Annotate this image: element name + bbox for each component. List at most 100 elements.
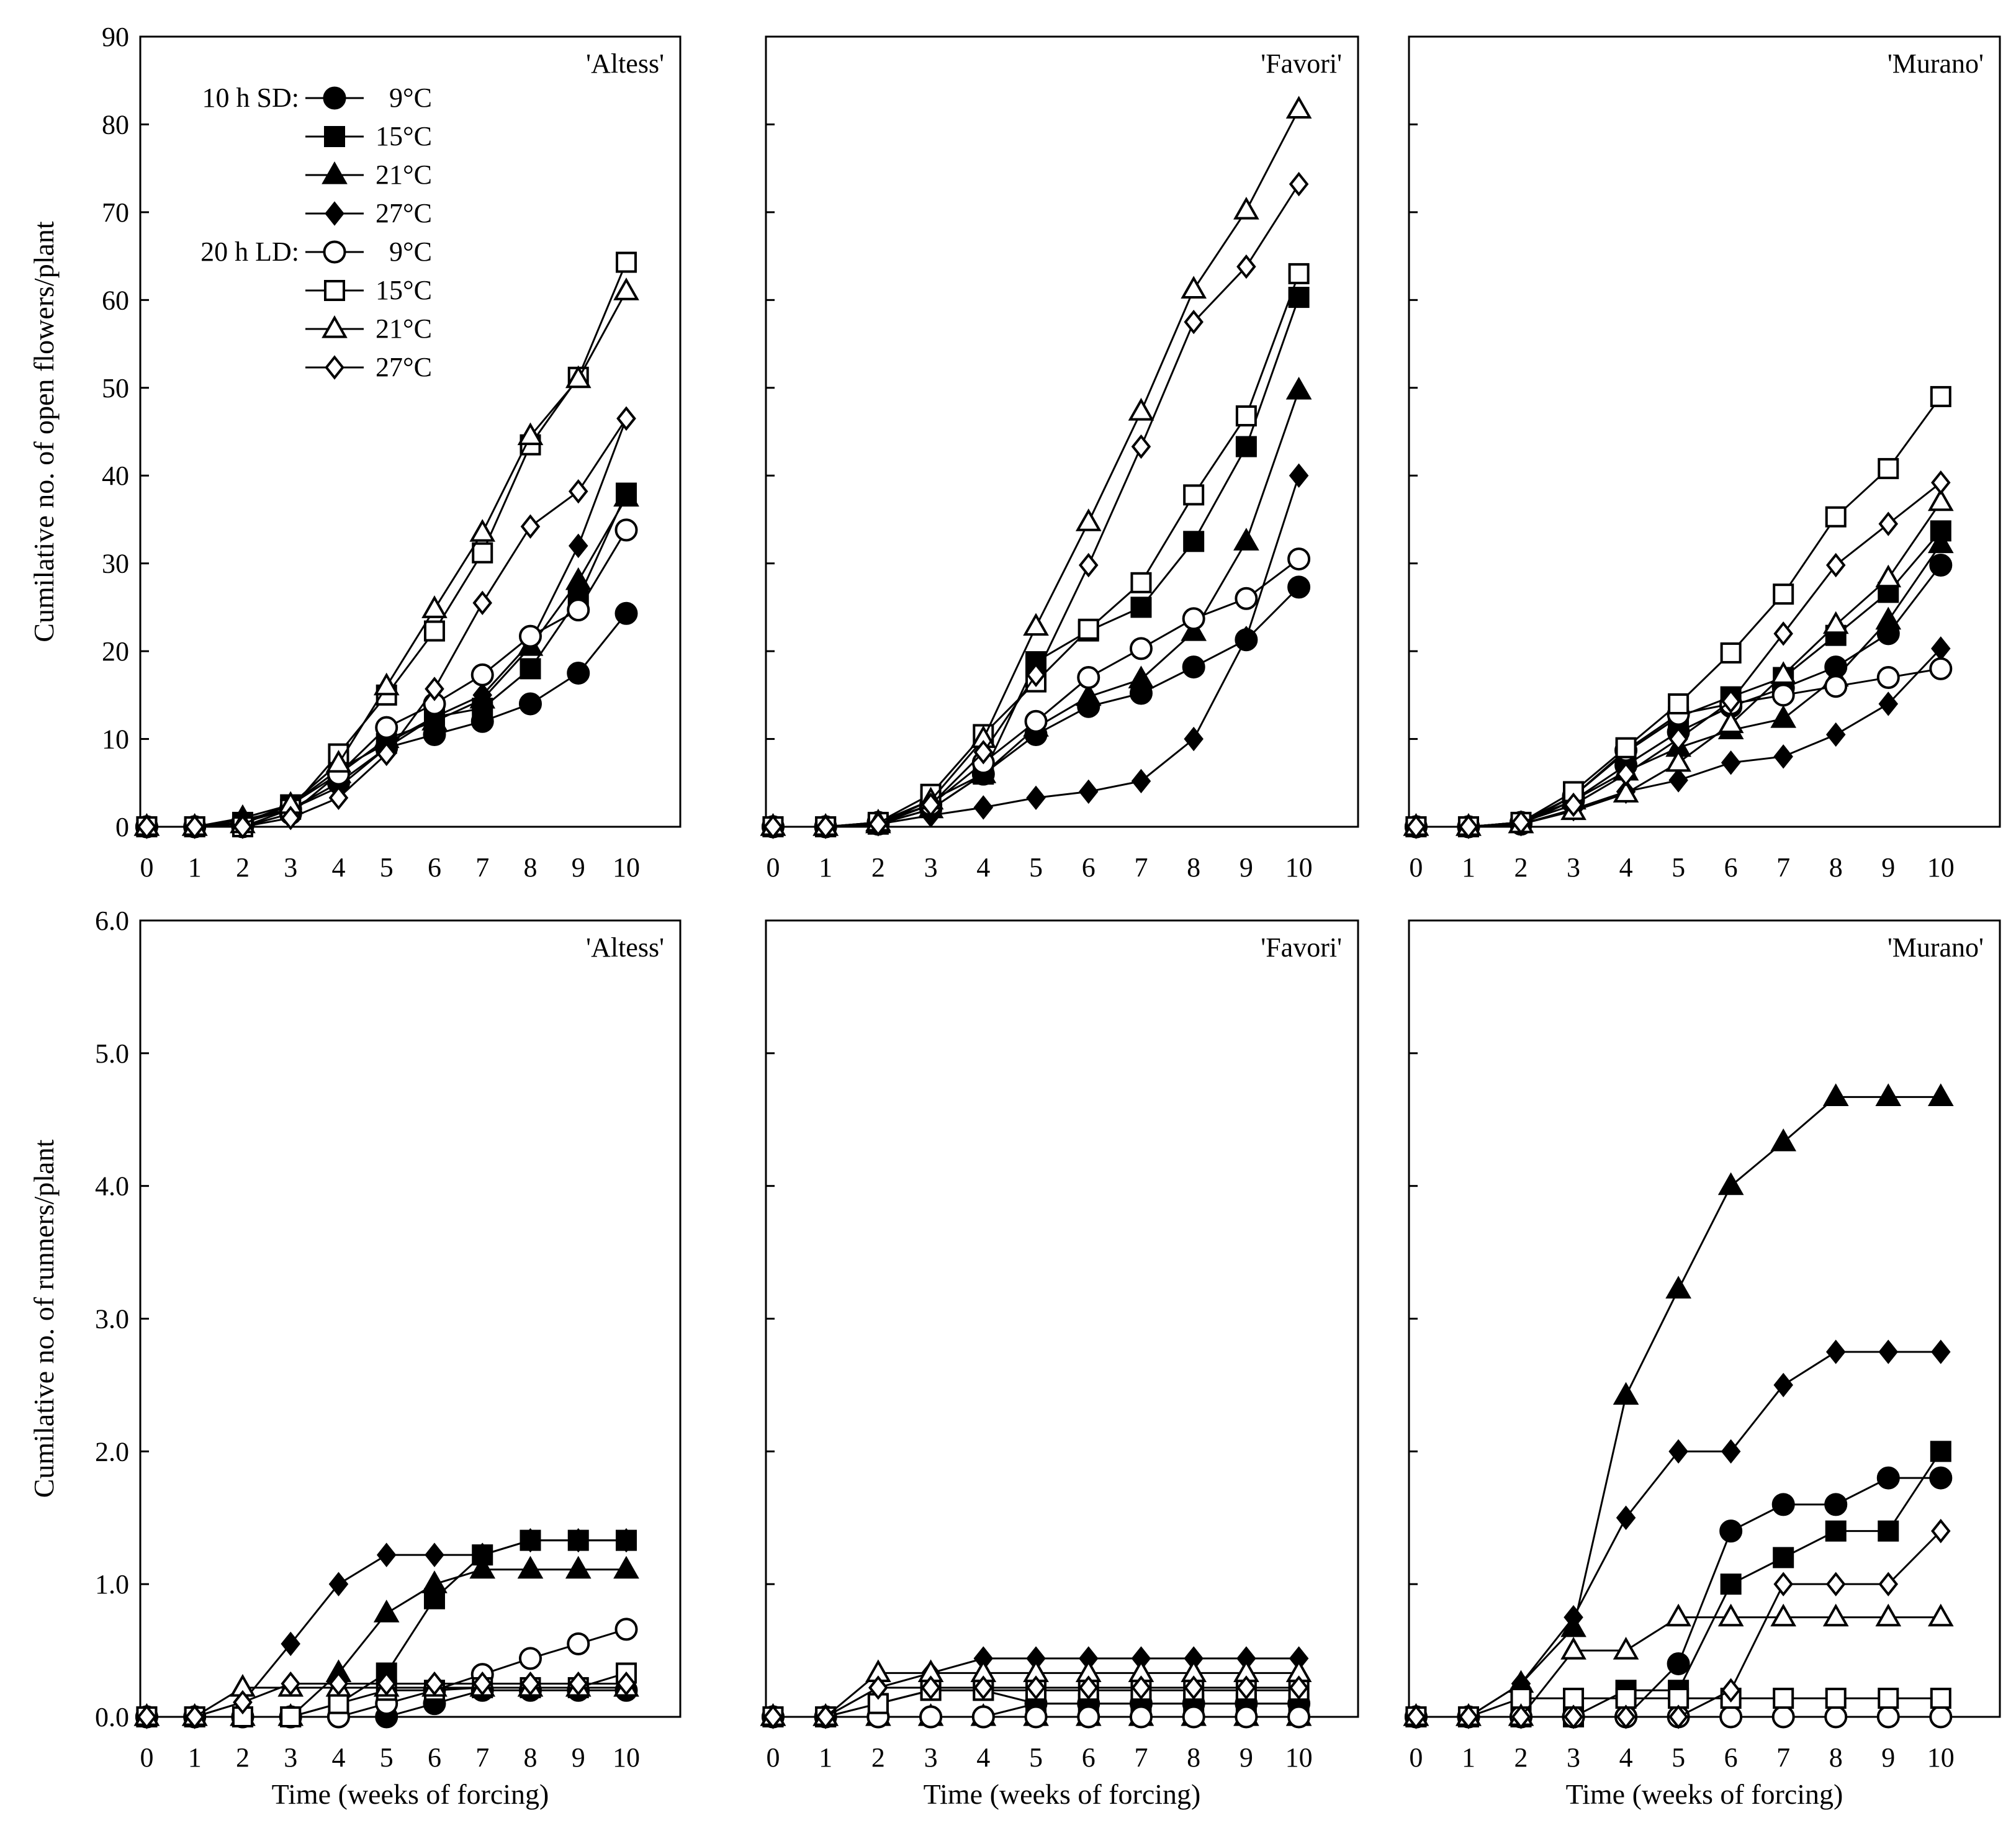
series-20-h-ld-9c-point <box>1235 587 1258 610</box>
series-20-h-ld-15c-point <box>1130 572 1152 593</box>
x-tick-label: 3 <box>924 1742 938 1773</box>
series-20-h-ld-21c-point <box>1875 564 1902 588</box>
series-20-h-ld-27c-point <box>1616 762 1636 786</box>
series-10-h-sd-21c-point <box>517 1555 544 1579</box>
x-tick-label: 1 <box>819 852 832 883</box>
series-20-h-ld-27c-point <box>616 1671 636 1696</box>
series-10-h-sd-27c-point <box>328 1572 349 1596</box>
series-20-h-ld-27c-point <box>1459 814 1478 839</box>
series-20-h-ld-21c-point <box>1875 1603 1902 1627</box>
series-10-h-sd-21c-point <box>1927 1083 1954 1106</box>
series-10-h-sd-9c-point <box>1929 1466 1953 1490</box>
y-tick-label: 1.0 <box>95 1569 129 1600</box>
series-20-h-ld-21c-point <box>1770 661 1797 684</box>
panel-title: 'Favori' <box>1261 932 1342 963</box>
series-10-h-sd-27c-point <box>1773 744 1793 769</box>
x-tick-label: 2 <box>871 1742 885 1773</box>
legend-entry-label: 21°C <box>376 313 432 344</box>
legend-entry-label: 9°C <box>389 236 432 267</box>
series-20-h-ld-9c-point <box>375 716 398 739</box>
x-tick-label: 2 <box>1514 852 1528 883</box>
series-10-h-sd-27c-point <box>472 1542 492 1567</box>
series-10-h-sd-15c-point <box>1130 596 1152 618</box>
series-20-h-ld-21c-point <box>1181 276 1207 299</box>
series-20-h-ld-15c-point <box>1825 506 1847 528</box>
y-tick-label: 6.0 <box>95 906 129 936</box>
x-tick-label: 8 <box>1829 1742 1843 1773</box>
series-20-h-ld-21c-point <box>421 595 448 618</box>
series-20-h-ld-27c <box>1406 470 1951 839</box>
series-20-h-ld-27c-point <box>816 814 835 839</box>
x-tick-label: 1 <box>1462 852 1475 883</box>
series-20-h-ld-27c-point <box>973 740 994 765</box>
plot-frame <box>1408 35 2001 828</box>
legend-marker-circle <box>323 240 346 264</box>
series-20-h-ld-15c-point <box>1930 1688 1951 1709</box>
series-10-h-sd-21c-point <box>1822 1083 1849 1106</box>
series-20-h-ld-27c <box>137 406 636 839</box>
series-10-h-sd-9c-point <box>1876 1466 1900 1490</box>
series-20-h-ld-21c-point <box>1023 613 1049 636</box>
series-20-h-ld-27c-point <box>1078 1675 1099 1700</box>
series-20-h-ld-27c-point <box>1878 1572 1899 1596</box>
x-tick-label: 4 <box>1619 1742 1633 1773</box>
series-10-h-sd-9c-point <box>1182 655 1205 679</box>
series-20-h-ld-21c-point <box>1560 1637 1586 1660</box>
x-tick-label: 3 <box>284 1742 297 1773</box>
series-10-h-sd-27c-point <box>1668 768 1688 793</box>
series-10-h-sd-27c-point <box>1564 1605 1583 1630</box>
series-20-h-ld-21c-point <box>613 277 639 300</box>
series-20-h-ld-27c <box>763 1675 1309 1729</box>
x-tick-label: 4 <box>331 852 345 883</box>
series-20-h-ld-27c-point <box>281 1671 300 1696</box>
x-tick-label: 5 <box>380 852 394 883</box>
plot-frame <box>139 35 682 828</box>
series-20-h-ld-9c-point <box>518 1647 542 1670</box>
x-tick-label: 0 <box>1409 1742 1423 1773</box>
x-tick-label: 9 <box>1881 852 1895 883</box>
legend-group-label: 10 h SD: <box>202 83 299 113</box>
x-tick-label: 7 <box>1134 852 1148 883</box>
series-20-h-ld-9c-point <box>1129 1705 1153 1729</box>
series-20-h-ld-21c-point <box>1822 1603 1849 1627</box>
series-20-h-ld-9c-point <box>1287 547 1311 571</box>
series-20-h-ld-15c-point <box>328 1693 349 1714</box>
series-10-h-sd-21c-point <box>613 484 639 507</box>
x-tick-label: 10 <box>1927 852 1955 883</box>
x-tick-label: 0 <box>1409 852 1423 883</box>
x-tick-label: 6 <box>1082 852 1096 883</box>
series-20-h-ld-27c-point <box>1931 470 1951 495</box>
x-tick-label: 3 <box>924 852 938 883</box>
series-20-h-ld-9c-point <box>1876 666 1900 690</box>
y-tick-label: 90 <box>102 22 129 52</box>
panel-title: 'Favori' <box>1261 48 1342 79</box>
series-10-h-sd-21c-point <box>469 1555 496 1579</box>
x-tick-label: 2 <box>1514 1742 1528 1773</box>
x-tick-label: 2 <box>236 1742 250 1773</box>
series-20-h-ld-27c-point <box>520 1671 541 1696</box>
series-10-h-sd-27c-point <box>1931 1339 1951 1364</box>
series-20-h-ld-27c-point <box>472 1671 492 1696</box>
series-20-h-ld-27c-point <box>233 814 253 839</box>
x-tick-label: 1 <box>188 1742 202 1773</box>
series-20-h-ld-27c-point <box>1289 1675 1309 1700</box>
series-20-h-ld-27c-point <box>137 1704 157 1729</box>
x-tick-label: 5 <box>380 1742 394 1773</box>
series-10-h-sd-9c-point <box>1719 1519 1743 1543</box>
series-20-h-ld-15c-point <box>1878 457 1899 479</box>
series-20-h-ld-27c-point <box>1773 621 1793 646</box>
series-10-h-sd-9c-point <box>567 661 590 685</box>
series-20-h-ld-15c-point <box>1773 1688 1794 1709</box>
x-tick-label: 0 <box>140 1742 153 1773</box>
x-tick-label: 5 <box>1672 852 1685 883</box>
series-10-h-sd-27c-point <box>425 1542 444 1567</box>
series-20-h-ld-15c-point <box>1288 263 1310 284</box>
series-20-h-ld-15c-point <box>1235 405 1257 427</box>
x-tick-label: 6 <box>1082 1742 1096 1773</box>
series-20-h-ld-27c-point <box>973 1675 994 1700</box>
x-tick-label: 7 <box>475 852 489 883</box>
y-tick-label: 5.0 <box>95 1038 129 1069</box>
x-tick-label: 8 <box>523 1742 537 1773</box>
legend-marker-circle <box>323 86 346 110</box>
series-20-h-ld-9c-point <box>1824 675 1848 698</box>
